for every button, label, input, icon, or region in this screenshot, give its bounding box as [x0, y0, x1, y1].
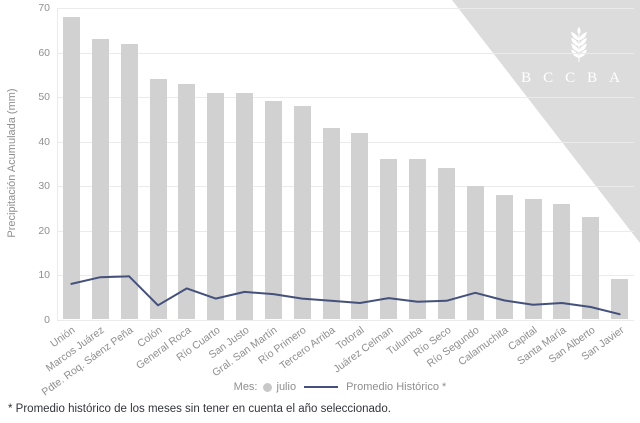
y-tick-label: 70	[38, 2, 50, 14]
y-tick-label: 50	[38, 91, 50, 103]
gridline	[57, 52, 634, 54]
legend-bar-marker-icon[interactable]	[262, 382, 272, 392]
bar[interactable]	[524, 199, 542, 320]
bar[interactable]	[264, 101, 282, 320]
footnote: * Promedio histórico de los meses sin te…	[8, 403, 391, 415]
bar[interactable]	[236, 92, 253, 320]
gridline	[57, 8, 634, 9]
bar[interactable]	[120, 43, 138, 320]
y-tick-label: 30	[38, 180, 50, 192]
bar[interactable]	[207, 92, 225, 320]
gridline	[57, 319, 634, 321]
bar[interactable]	[495, 194, 513, 320]
gridline	[57, 141, 634, 143]
legend: Mes: julio Promedio Histórico *	[0, 381, 640, 393]
bar[interactable]	[91, 39, 109, 320]
bar[interactable]	[438, 168, 455, 320]
bar[interactable]	[351, 132, 369, 320]
gridline	[57, 275, 634, 276]
gridline	[57, 97, 634, 98]
bar[interactable]	[293, 105, 311, 320]
bar[interactable]	[409, 159, 427, 320]
legend-mes-label: Mes:	[233, 381, 258, 393]
y-tick-label: 20	[38, 224, 50, 237]
y-tick-label: 0	[44, 313, 50, 326]
bar[interactable]	[466, 186, 484, 320]
gridline	[57, 186, 634, 187]
legend-line-marker-icon[interactable]	[304, 386, 339, 388]
y-tick-label: 60	[38, 46, 50, 59]
bar[interactable]	[553, 203, 571, 320]
y-axis-line	[57, 8, 58, 320]
bar[interactable]	[582, 217, 600, 320]
watermark-brand-text: BCCBA	[521, 70, 632, 86]
bar[interactable]	[62, 16, 80, 320]
y-axis-title: Precipitación Acumulada (mm)	[6, 88, 18, 238]
bar[interactable]	[380, 159, 398, 320]
legend-bar-label[interactable]: julio	[276, 381, 297, 393]
bar[interactable]	[611, 279, 629, 320]
legend-line-label[interactable]: Promedio Histórico *	[346, 381, 447, 393]
wheat-icon	[571, 27, 587, 62]
bar[interactable]	[178, 83, 196, 320]
y-tick-label: 40	[38, 135, 50, 148]
gridline	[57, 230, 634, 232]
y-tick-label: 10	[38, 269, 50, 281]
bar[interactable]	[322, 128, 340, 320]
bar[interactable]	[149, 79, 167, 320]
